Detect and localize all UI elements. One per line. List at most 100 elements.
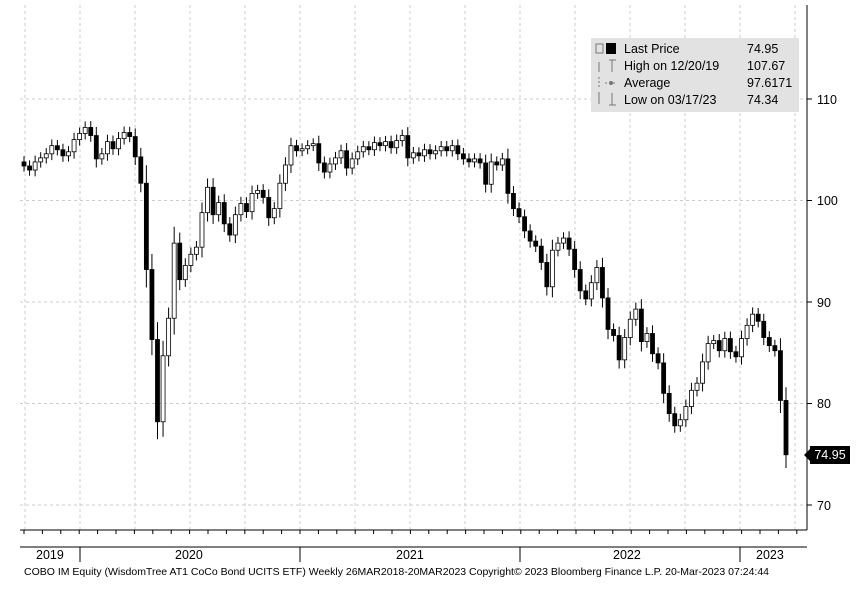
candle-body [27, 165, 32, 171]
candle-body [288, 145, 294, 166]
y-tick-label-80: 80 [817, 397, 831, 411]
x-label-2023: 2023 [756, 548, 784, 562]
candle-body [416, 152, 422, 157]
candle-body [466, 158, 472, 163]
last-price-icon [595, 41, 617, 57]
candle-body [538, 245, 544, 263]
legend-low-label: Low on 03/17/23 [624, 93, 717, 107]
legend: Last Price 74.95 High on 12/20/19 107.67… [591, 38, 799, 112]
candle-body [755, 313, 761, 322]
candle-body [555, 242, 561, 251]
candle-body [622, 337, 628, 361]
candle-body [277, 182, 283, 210]
y-tick-label-70: 70 [817, 499, 831, 513]
candle-body [372, 142, 377, 151]
candle-body [650, 333, 655, 355]
x-label-2020: 2020 [175, 548, 203, 562]
candle-body [294, 145, 299, 152]
candle-body [32, 161, 38, 171]
candles [21, 121, 789, 468]
candle-body [677, 419, 683, 427]
candle-body [561, 237, 566, 244]
candle-body [666, 392, 672, 415]
candle-body [43, 153, 49, 159]
candle-body [110, 141, 116, 150]
candle-body [488, 161, 494, 185]
candle-body [694, 382, 700, 391]
candle-body [744, 324, 750, 339]
candle-body [638, 308, 644, 342]
candle-body [461, 153, 466, 160]
candle-body [305, 145, 311, 150]
candle-body [244, 203, 249, 213]
candle-body [77, 133, 83, 140]
candle-body [472, 158, 477, 163]
candle-body [149, 269, 155, 340]
candle-body [700, 361, 705, 384]
candle-body [433, 150, 438, 155]
candle-body [544, 262, 550, 288]
candle-body [644, 333, 650, 342]
candle-body [227, 223, 233, 236]
candle-body [60, 149, 66, 157]
candle-body [594, 267, 600, 284]
average-line-icon [595, 75, 617, 91]
candle-body [516, 208, 522, 218]
candle-body [82, 127, 88, 134]
candle-body [549, 249, 555, 288]
candle-body [438, 146, 444, 152]
candle-body [778, 350, 783, 401]
candle-body [611, 329, 616, 336]
candle-body [160, 355, 166, 423]
candle-body [88, 127, 94, 136]
candle-body [494, 161, 500, 166]
candle-body [483, 162, 489, 185]
candle-body [600, 267, 605, 299]
low-marker-icon [595, 92, 617, 108]
candle-body [783, 400, 789, 456]
candle-body [689, 389, 694, 407]
candle-body [99, 153, 105, 160]
candle-body [766, 337, 772, 347]
candle-body [627, 318, 633, 338]
candle-body [299, 148, 305, 152]
candle-body [727, 338, 733, 353]
candle-body [166, 317, 172, 357]
candle-body [394, 140, 400, 149]
candle-body [338, 150, 344, 159]
candle-body [733, 351, 739, 358]
candle-body [410, 152, 416, 159]
candle-body [310, 143, 316, 147]
candle-body [121, 132, 127, 139]
candle-body [716, 340, 722, 352]
candle-body [316, 143, 322, 164]
candle-body [327, 163, 333, 173]
candle-body [49, 145, 55, 155]
candle-body [577, 269, 583, 292]
candle-body [355, 151, 361, 160]
candle-body [366, 146, 372, 151]
candle-body [344, 150, 349, 169]
candle-body [616, 335, 622, 361]
candle-body [422, 149, 427, 157]
candle-body [739, 338, 744, 358]
candle-body [155, 339, 160, 423]
candle-body [177, 242, 183, 281]
candle-body [499, 158, 505, 166]
legend-high-value: 107.67 [747, 59, 786, 73]
candle-body [349, 158, 355, 169]
candle-body [444, 146, 450, 152]
candle-body [455, 145, 461, 155]
candle-body [399, 135, 405, 142]
candle-body [171, 242, 177, 319]
candle-body [132, 136, 138, 158]
candle-body [655, 353, 661, 364]
legend-high-label: High on 12/20/19 [624, 59, 720, 73]
candle-body [321, 162, 327, 173]
legend-last-price-label: Last Price [624, 42, 680, 56]
candle-body [105, 141, 110, 155]
x-label-2019: 2019 [36, 548, 64, 562]
candle-body [93, 135, 99, 160]
candle-body [388, 141, 394, 149]
candle-body [66, 151, 71, 157]
